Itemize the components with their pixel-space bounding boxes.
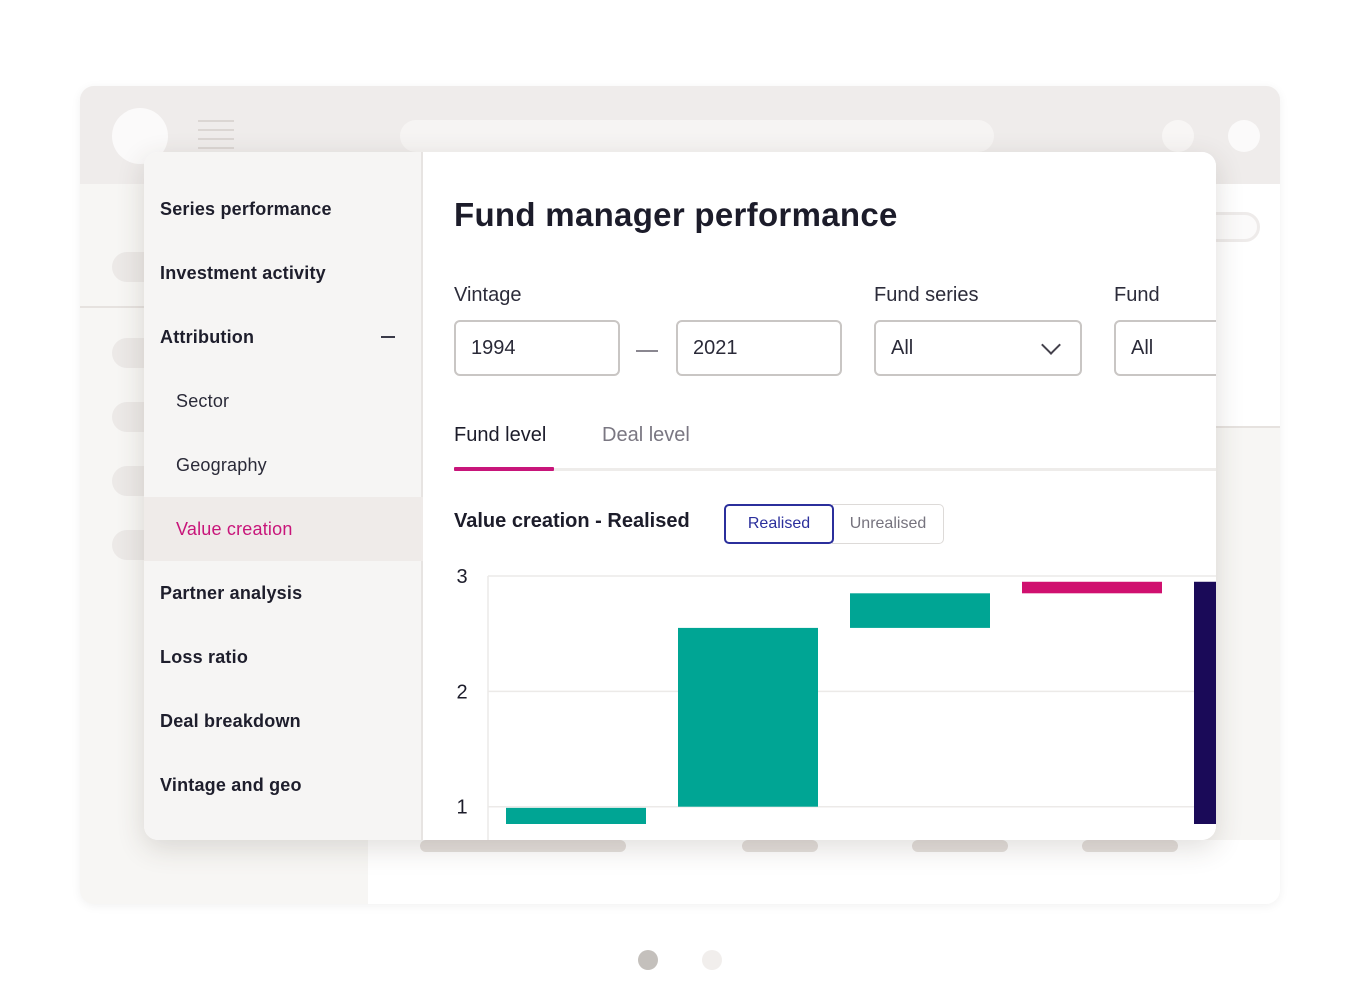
vintage-to-input[interactable]: 2021 [676,320,842,376]
pager-dot[interactable] [702,950,722,970]
chart-title: Value creation - Realised [454,510,690,532]
chevron-down-icon [1041,335,1061,355]
hamburger-menu-icon [198,120,234,150]
sidebar-item-vintage-and-geo[interactable]: Vintage and geo [160,774,302,795]
background-search-bar [400,120,994,152]
background-placeholder [912,840,1008,852]
background-divider [80,306,150,308]
pager-dot-active[interactable] [638,950,658,970]
fund-series-select[interactable]: All [874,320,1082,376]
sidebar-item-deal-breakdown[interactable]: Deal breakdown [160,710,301,731]
y-tick-label: 1 [456,797,467,819]
waterfall-bar[interactable] [678,627,818,807]
fund-series-value: All [891,336,914,359]
tab-deal-level[interactable]: Deal level [602,424,690,446]
y-tick-label: 3 [456,566,467,588]
waterfall-bar[interactable] [850,593,990,628]
unrealised-toggle-button[interactable]: Unrealised [832,504,944,544]
fund-label: Fund [1114,284,1160,306]
dashboard-card: Series performance Investment activity A… [144,152,1216,840]
sidebar-item-value-creation[interactable]: Value creation [144,497,423,561]
sidebar-nav: Series performance Investment activity A… [144,152,423,840]
active-tab-indicator [454,467,554,471]
sidebar-item-series-performance[interactable]: Series performance [160,198,332,219]
value-creation-chart: 1 2 3 [456,566,1216,840]
vintage-from-input[interactable]: 1994 [454,320,620,376]
realised-toggle-button[interactable]: Realised [724,504,834,544]
background-placeholder [742,840,818,852]
main-content: Fund manager performance Vintage 1994 20… [424,152,1216,840]
tab-fund-level[interactable]: Fund level [454,424,547,446]
fund-series-label: Fund series [874,284,979,306]
sidebar-item-loss-ratio[interactable]: Loss ratio [160,646,249,667]
background-icon-placeholder [1228,120,1260,152]
sidebar-item-geography[interactable]: Geography [176,454,267,475]
waterfall-bar[interactable] [1194,581,1216,824]
y-tick-label: 2 [456,681,467,703]
sidebar-item-label: Attribution [160,326,255,347]
background-icon-placeholder [1162,120,1194,152]
waterfall-bar[interactable] [506,807,646,824]
background-placeholder [1082,840,1178,852]
fund-value: All [1131,336,1154,359]
sidebar-item-investment-activity[interactable]: Investment activity [160,262,326,283]
sidebar-item-partner-analysis[interactable]: Partner analysis [160,582,303,603]
waterfall-bar[interactable] [1022,581,1162,594]
page-title: Fund manager performance [454,196,898,233]
fund-select[interactable]: All [1114,320,1216,376]
sidebar-item-sector[interactable]: Sector [176,390,230,411]
vintage-label: Vintage [454,284,522,306]
background-placeholder [420,840,626,852]
range-dash-divider [636,350,658,352]
collapse-minus-icon[interactable] [381,336,395,338]
vintage-to-value: 2021 [693,336,738,359]
vintage-from-value: 1994 [471,336,516,359]
sidebar-item-attribution[interactable]: Attribution [144,305,423,369]
tabs-divider [454,468,1216,471]
